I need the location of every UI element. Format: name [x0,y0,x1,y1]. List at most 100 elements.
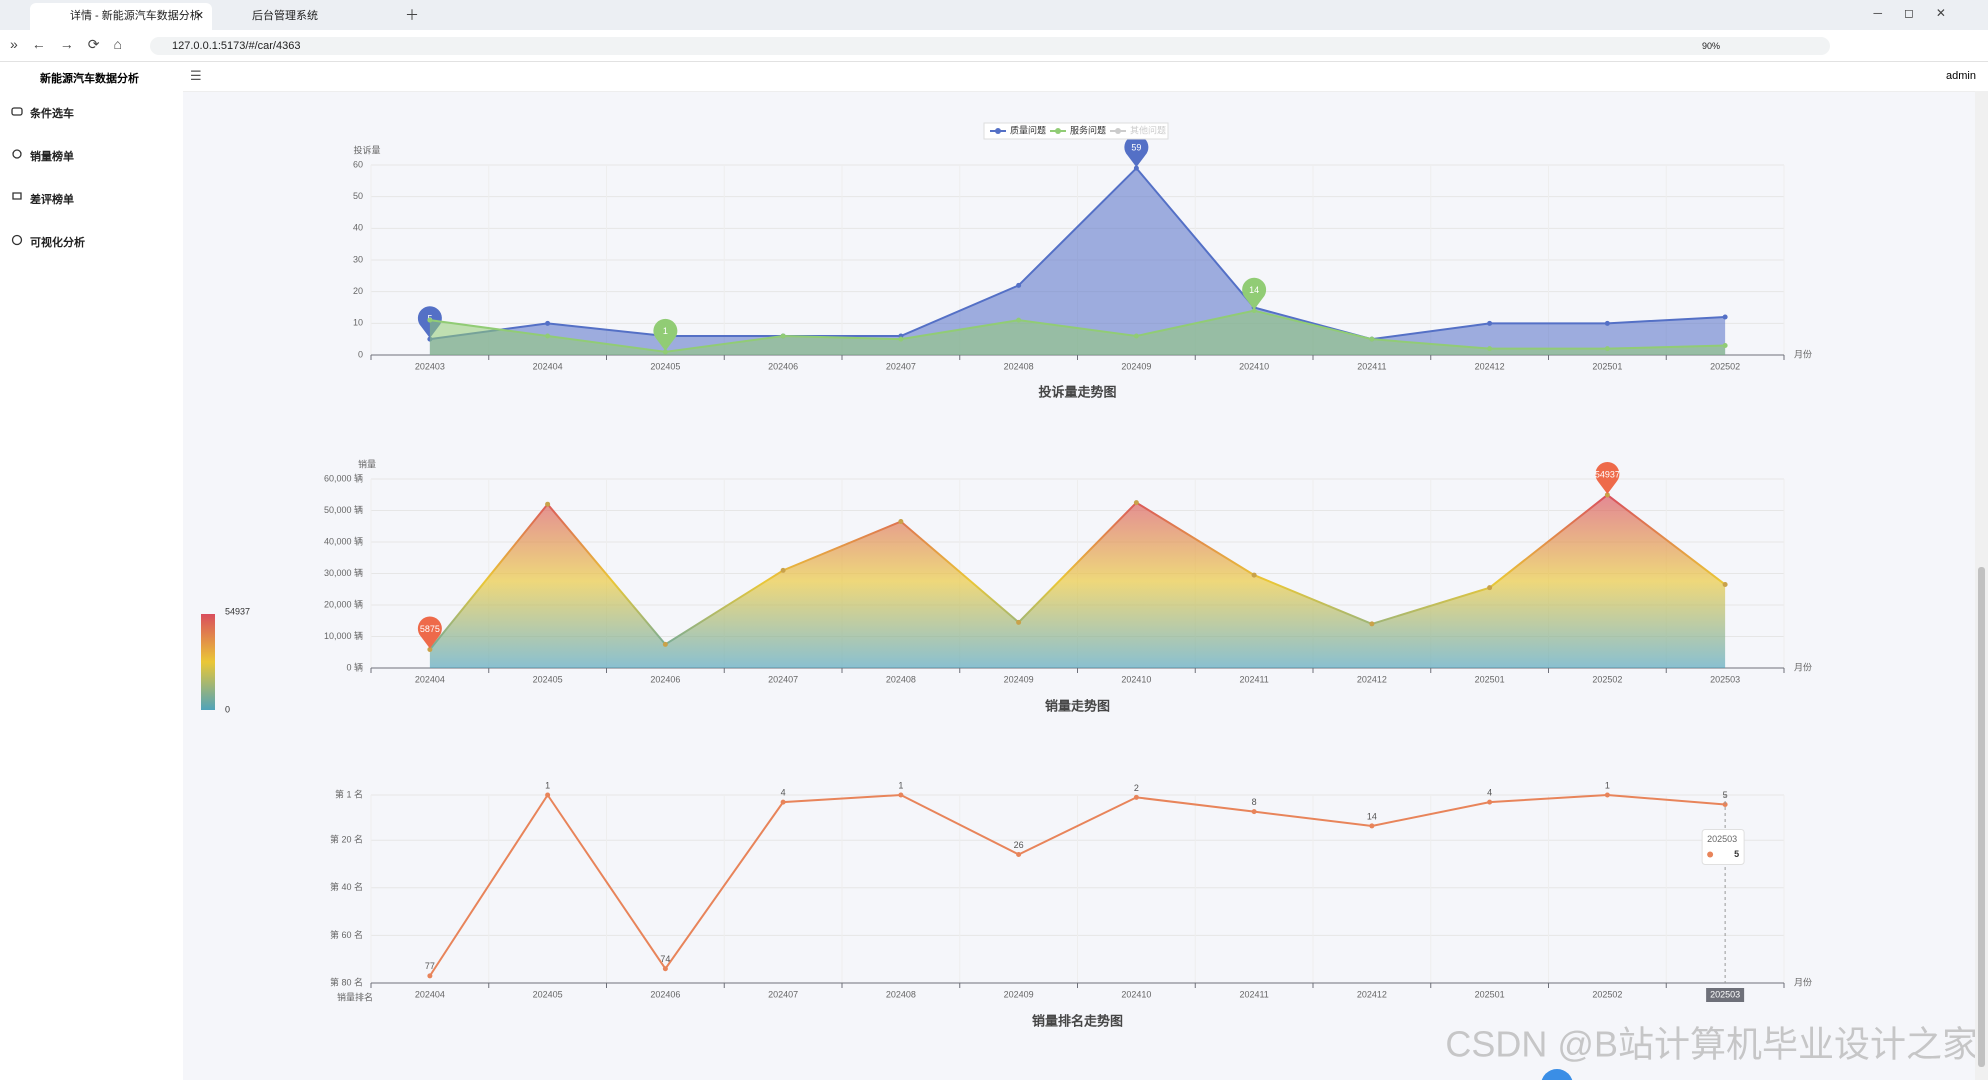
tab-active[interactable]: 详情 - 新能源汽车数据分析 ✕ [30,3,212,30]
y-tick-label: 50,000 辆 [324,504,363,515]
point [1016,619,1022,625]
float-button[interactable] [1541,1069,1573,1080]
y-tick-label: 40,000 辆 [324,535,363,546]
user-name[interactable]: admin [1946,70,1976,82]
y-tick-label: 第 20 名 [330,834,363,845]
point [898,519,904,525]
y-tick-label: 30 [353,254,363,264]
x-axis-name: 月份 [1794,976,1812,987]
point [1487,799,1493,805]
x-tick-label: 202410 [1121,674,1151,684]
point [1369,621,1375,627]
visual-map-max: 54937 [225,606,250,616]
y-tick-label: 60 [353,159,363,169]
data-label: 1 [898,780,903,790]
y-tick-label: 30,000 辆 [324,567,363,578]
zoom: 90% [1701,41,1720,51]
x-axis-name: 月份 [1794,661,1812,672]
point [662,966,668,972]
tab-title: 后台管理系统 [252,10,318,22]
point [1604,792,1610,798]
point [427,317,433,323]
visual-map-bar [201,614,215,710]
point [1369,336,1375,342]
menu-item[interactable]: 差评榜单 [30,194,74,206]
point [780,799,786,805]
tab-bar: 详情 - 新能源汽车数据分析 ✕ 后台管理系统 ＋ ─◻✕ [0,0,1988,30]
nav-buttons[interactable]: »←→⟳⌂ [10,36,136,52]
axis-pointer-label: 202503 [1710,989,1740,999]
point [1604,320,1610,326]
area [429,310,1726,355]
address-bar: »←→⟳⌂ 127.0.0.1:5173/#/car/4363 90% [0,30,1988,62]
point [427,973,433,979]
point [545,792,551,798]
point [898,792,904,798]
x-tick-label: 202406 [768,361,798,371]
x-tick-label: 202409 [1004,989,1034,999]
scrollbar[interactable] [1975,91,1988,1080]
sidebar: 条件选车 销量榜单 差评榜单 可视化分析 [0,91,183,1080]
x-tick-label: 202410 [1121,989,1151,999]
tab[interactable]: 后台管理系统 [212,3,392,30]
x-tick-label: 202407 [768,674,798,684]
watermark: CSDN @B站计算机毕业设计之家 [1445,1024,1975,1065]
point [1133,794,1139,800]
x-tick-label: 202501 [1475,989,1505,999]
point [545,320,551,326]
legend-box [983,122,1169,140]
y-axis-name: 投诉量 [353,144,380,155]
y-axis-name: 销量排名 [337,991,373,1002]
point [1133,333,1139,339]
x-tick-label: 202405 [650,361,680,371]
url: 127.0.0.1:5173/#/car/4363 [172,40,301,52]
x-tick-label: 202408 [886,674,916,684]
mark-pin [1242,277,1267,310]
x-tick-label: 202405 [533,989,563,999]
data-label: 74 [660,954,670,964]
data-label: 14 [1367,811,1377,821]
point [1251,572,1257,578]
y-tick-label: 第 80 名 [330,976,363,987]
x-tick-label: 202411 [1239,989,1268,999]
mark-pin [1595,462,1620,494]
y-tick-label: 60,000 辆 [324,472,363,483]
window-controls[interactable]: ─◻✕ [1873,6,1968,20]
y-tick-label: 第 1 名 [335,788,363,799]
x-tick-label: 202412 [1475,361,1505,371]
point [1133,165,1139,171]
point [1016,851,1022,857]
collapse-button[interactable]: ☰ [190,68,202,83]
data-label: 5 [1723,790,1728,800]
x-tick-label: 202407 [886,361,916,371]
x-tick-label: 202409 [1121,361,1151,371]
point [780,333,786,339]
url-field[interactable]: 127.0.0.1:5173/#/car/4363 90% [150,37,1830,55]
x-tick-label: 202404 [533,361,563,371]
point [1016,317,1022,323]
new-tab[interactable]: ＋ [405,7,419,23]
tooltip-marker [1707,851,1714,858]
point [780,567,786,573]
x-tick-label: 202408 [886,989,916,999]
x-tick-label: 202412 [1357,989,1387,999]
y-tick-label: 0 [358,349,363,359]
line [429,493,1726,651]
x-tick-label: 202404 [415,989,445,999]
point [898,336,904,342]
x-tick-label: 202405 [533,674,563,684]
y-tick-label: 10,000 辆 [324,630,363,641]
menu-item[interactable]: 条件选车 [30,108,74,120]
mark-pin [653,318,678,351]
point [662,641,668,647]
legend-icon [1115,128,1121,134]
y-axis-name: 销量 [358,458,376,469]
y-tick-label: 第 40 名 [330,881,363,892]
point [1487,320,1493,326]
menu-item[interactable]: 可视化分析 [30,237,85,249]
menu-item[interactable]: 销量榜单 [30,151,74,163]
point [1722,314,1728,320]
app-header: 新能源汽车数据分析 ☰ admin [0,62,1988,92]
x-tick-label: 202503 [1710,674,1740,684]
